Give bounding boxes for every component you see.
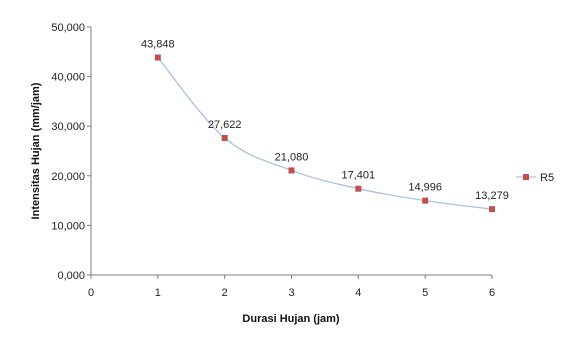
y-tick-label: 20,000 (51, 171, 85, 183)
data-labels: 43,848 27,622 21,080 17,401 14,996 13,279 (141, 39, 509, 203)
y-tick-label: 0,000 (57, 270, 85, 282)
data-point-label: 14,996 (408, 182, 442, 194)
x-axis-title: Durasi Hujan (jam) (242, 313, 340, 325)
data-point-marker (489, 206, 495, 213)
series-line-r5 (157, 57, 493, 210)
legend: R5 (516, 172, 554, 184)
y-tick-label: 10,000 (51, 220, 85, 232)
x-tick-label: 6 (489, 287, 495, 299)
x-tick-label: 4 (355, 287, 361, 299)
data-point-label: 43,848 (141, 39, 175, 51)
data-point-marker (355, 185, 362, 192)
data-point-label: 17,401 (342, 170, 376, 182)
x-tick-label: 5 (422, 287, 428, 299)
y-tick-labels: 0,000 10,000 20,000 30,000 40,000 50,000 (51, 22, 91, 282)
x-tick-labels: 0 1 2 3 4 5 6 (88, 275, 495, 299)
legend-label-r5: R5 (540, 172, 554, 184)
data-point-marker (422, 197, 429, 204)
y-tick-label: 50,000 (51, 22, 85, 34)
y-tick-label: 30,000 (51, 121, 85, 133)
legend-marker-swatch (523, 174, 529, 180)
y-tick-label: 40,000 (51, 72, 85, 84)
x-tick-label: 1 (155, 287, 161, 299)
y-axis-title: Intensitas Hujan (mm/jam) (30, 82, 42, 219)
x-tick-label: 2 (222, 287, 228, 299)
data-markers (154, 54, 495, 213)
data-point-marker (221, 134, 228, 141)
data-point-marker (154, 54, 161, 61)
x-tick-label: 0 (88, 287, 94, 299)
x-tick-label: 3 (288, 287, 294, 299)
data-point-label: 13,279 (475, 190, 509, 202)
data-point-marker (288, 167, 295, 174)
data-point-label: 21,080 (275, 151, 309, 163)
data-point-label: 27,622 (208, 119, 242, 131)
